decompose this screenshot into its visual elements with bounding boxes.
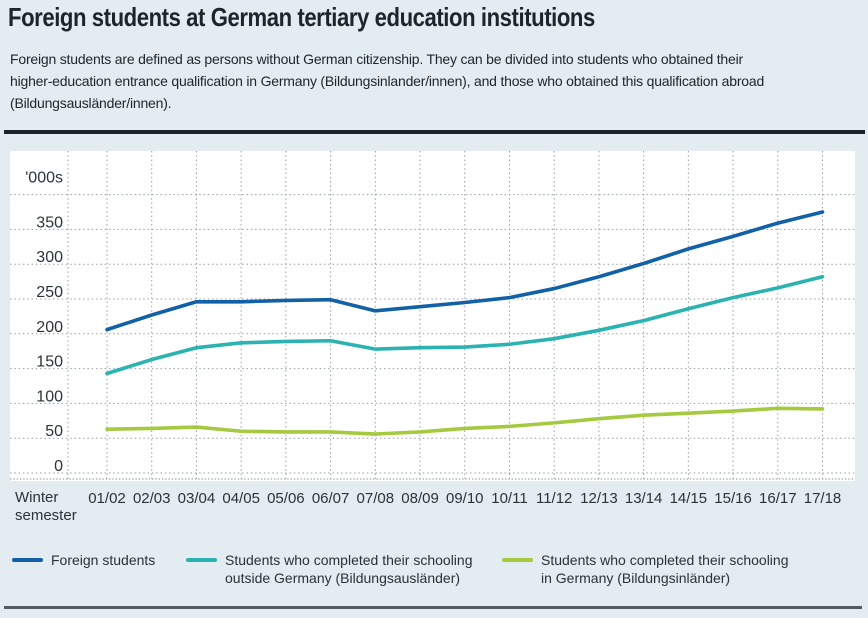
legend-swatch-bildungsauslaender <box>186 558 217 562</box>
legend-label: Students who completed their schooling i… <box>541 552 789 586</box>
legend-label: Foreign students <box>51 552 156 568</box>
svg-text:150: 150 <box>36 354 63 371</box>
svg-text:08/09: 08/09 <box>401 490 439 507</box>
intro-line: (Bildungsausländer/innen). <box>10 95 172 111</box>
svg-text:350: 350 <box>36 214 63 231</box>
intro-line: higher-education entrance qualification … <box>10 73 765 89</box>
x-axis-title: Winter semester <box>15 489 77 524</box>
svg-text:13/14: 13/14 <box>625 490 663 507</box>
svg-text:'000s: '000s <box>25 170 63 187</box>
intro-line: Foreign students are defined as persons … <box>10 51 743 67</box>
svg-text:200: 200 <box>36 319 63 336</box>
svg-text:0: 0 <box>54 458 63 475</box>
svg-text:03/04: 03/04 <box>178 490 216 507</box>
intro-paragraph: Foreign students are defined as persons … <box>10 48 764 114</box>
footer-divider-rule <box>4 606 862 609</box>
svg-text:16/17: 16/17 <box>759 490 797 507</box>
legend-item-foreign-students: Foreign students <box>12 551 155 569</box>
legend-swatch-foreign-students <box>12 558 43 562</box>
svg-text:250: 250 <box>36 284 63 301</box>
svg-text:07/08: 07/08 <box>357 490 395 507</box>
svg-text:06/07: 06/07 <box>312 490 350 507</box>
svg-text:04/05: 04/05 <box>222 490 260 507</box>
chart-legend: Foreign students Students who completed … <box>0 551 868 597</box>
svg-text:11/12: 11/12 <box>536 490 572 507</box>
svg-text:15/16: 15/16 <box>714 490 752 507</box>
svg-text:10/11: 10/11 <box>491 490 527 507</box>
svg-text:50: 50 <box>45 423 63 440</box>
svg-text:100: 100 <box>36 388 63 405</box>
chart-area: 0 50 100 150 200 250 300 350 '000s 01/02 02/03 03/0… <box>0 140 868 535</box>
svg-text:09/10: 09/10 <box>446 490 484 507</box>
page-title: Foreign students at German tertiary educ… <box>8 2 595 32</box>
header-divider-rule <box>4 130 865 134</box>
legend-item-bildungsinlaender: Students who completed their schooling i… <box>502 551 788 587</box>
legend-swatch-bildungsinlaender <box>502 558 533 562</box>
svg-text:02/03: 02/03 <box>133 490 171 507</box>
legend-item-bildungsauslaender: Students who completed their schooling o… <box>186 551 472 587</box>
svg-text:01/02: 01/02 <box>88 490 126 507</box>
svg-text:300: 300 <box>36 249 63 266</box>
svg-text:14/15: 14/15 <box>670 490 708 507</box>
svg-text:17/18: 17/18 <box>804 490 842 507</box>
svg-text:05/06: 05/06 <box>267 490 305 507</box>
line-chart: 0 50 100 150 200 250 300 350 '000s 01/02 02/03 03/0… <box>10 151 855 507</box>
svg-text:12/13: 12/13 <box>580 490 618 507</box>
legend-label: Students who completed their schooling o… <box>225 552 473 586</box>
